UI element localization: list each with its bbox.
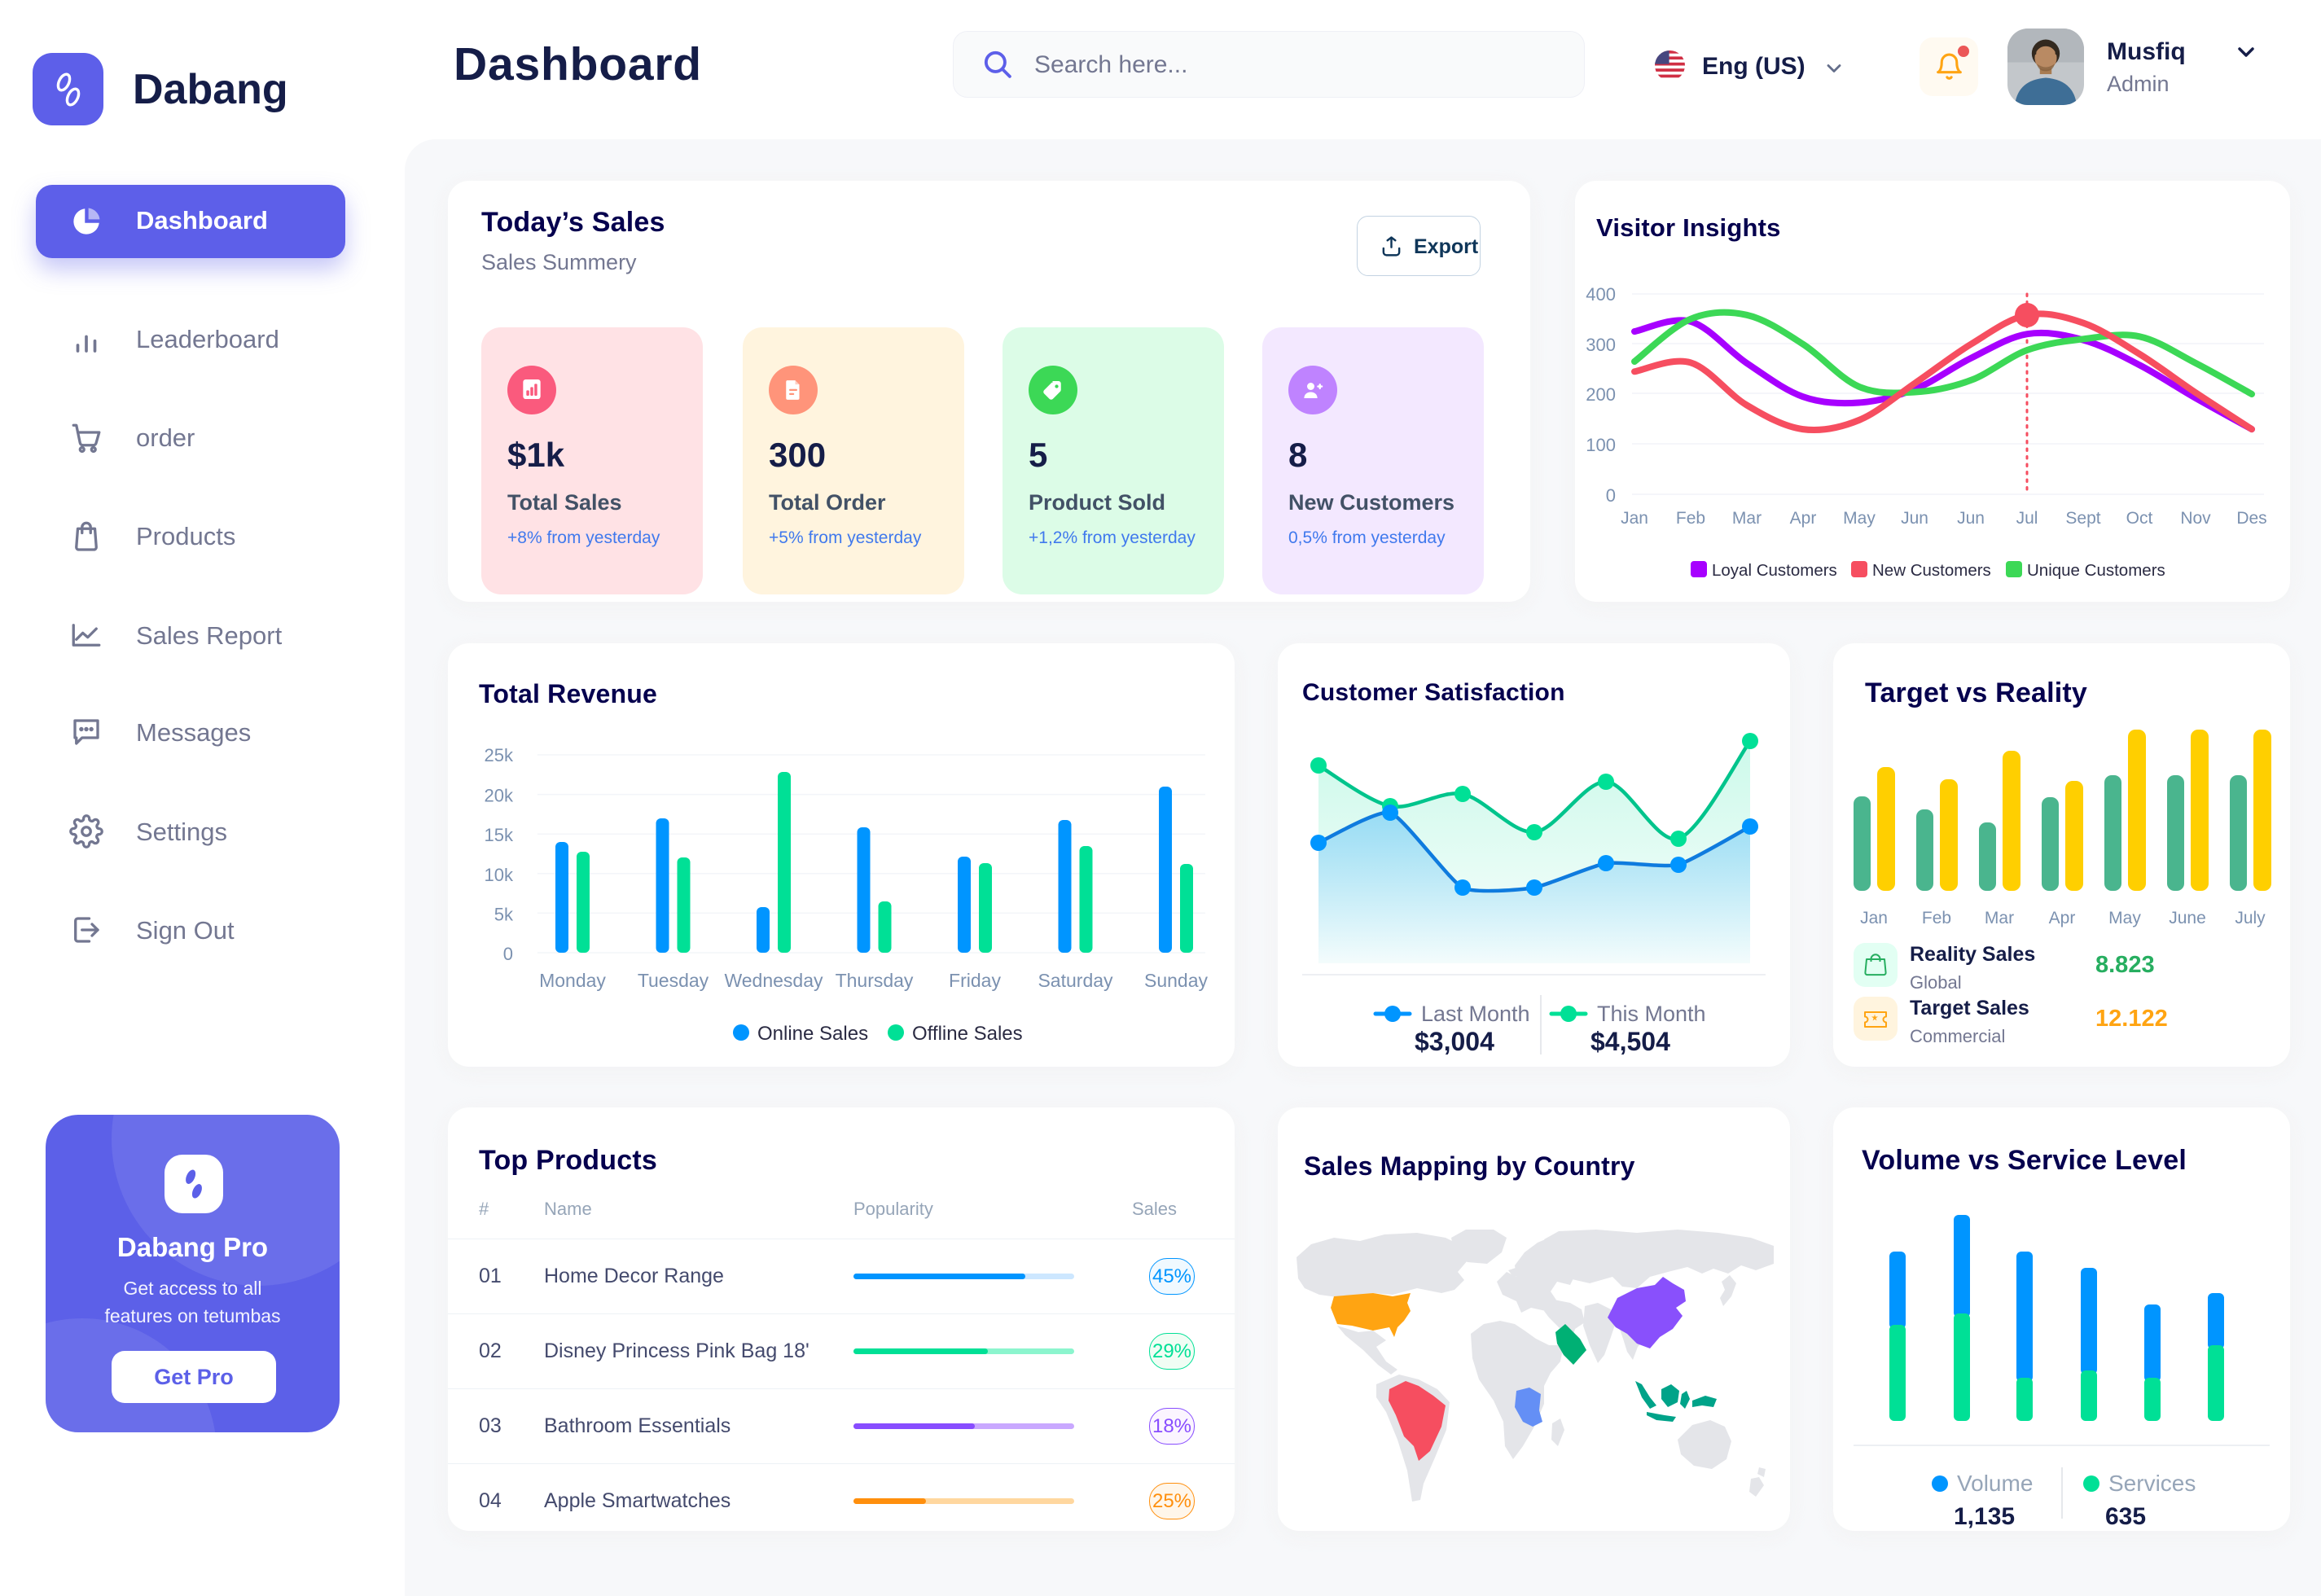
svg-text:Wednesday: Wednesday	[724, 970, 823, 991]
svg-text:100: 100	[1586, 435, 1616, 455]
svg-text:200: 200	[1586, 384, 1616, 405]
svg-text:635: 635	[2105, 1503, 2146, 1530]
svg-text:Monday: Monday	[539, 970, 606, 991]
svg-text:25k: 25k	[485, 745, 514, 765]
svg-text:20k: 20k	[485, 786, 514, 806]
svg-text:Commercial: Commercial	[1910, 1026, 2005, 1046]
svg-text:5k: 5k	[494, 904, 514, 924]
svg-text:Sept: Sept	[2065, 509, 2100, 528]
svg-text:May: May	[2108, 909, 2141, 927]
svg-text:8.823: 8.823	[2095, 952, 2155, 978]
svg-text:Mar: Mar	[1732, 509, 1762, 528]
svg-text:Unique Customers: Unique Customers	[2027, 561, 2165, 580]
svg-text:Services: Services	[2108, 1471, 2196, 1496]
svg-text:0: 0	[1606, 485, 1616, 506]
svg-text:Oct: Oct	[2126, 509, 2153, 528]
svg-text:0: 0	[503, 944, 513, 964]
svg-text:Loyal Customers: Loyal Customers	[1712, 561, 1837, 580]
svg-text:Apr: Apr	[2049, 909, 2076, 927]
svg-text:Des: Des	[2236, 509, 2266, 528]
svg-text:400: 400	[1586, 284, 1616, 305]
svg-text:300: 300	[1586, 335, 1616, 355]
svg-text:Friday: Friday	[949, 970, 1001, 991]
svg-text:New Customers: New Customers	[1872, 561, 1991, 580]
svg-text:Jan: Jan	[1621, 509, 1648, 528]
svg-text:Reality Sales: Reality Sales	[1910, 943, 2035, 966]
svg-text:$3,004: $3,004	[1415, 1027, 1494, 1056]
svg-text:Feb: Feb	[1922, 909, 1951, 927]
svg-text:Thursday: Thursday	[836, 970, 914, 991]
svg-text:Tuesday: Tuesday	[638, 970, 709, 991]
svg-text:Saturday: Saturday	[1038, 970, 1113, 991]
svg-text:Apr: Apr	[1790, 509, 1817, 528]
svg-text:This Month: This Month	[1597, 1002, 1706, 1026]
svg-text:12.122: 12.122	[2095, 1006, 2168, 1032]
svg-text:10k: 10k	[485, 865, 514, 885]
svg-text:Target Sales: Target Sales	[1910, 997, 2029, 1019]
svg-text:July: July	[2235, 909, 2266, 927]
svg-text:Mar: Mar	[1985, 909, 2014, 927]
svg-text:Last Month: Last Month	[1421, 1002, 1530, 1026]
svg-text:Volume: Volume	[1957, 1471, 2033, 1496]
svg-text:Jun: Jun	[1957, 509, 1985, 528]
svg-text:Sunday: Sunday	[1144, 970, 1209, 991]
svg-text:1,135: 1,135	[1954, 1503, 2015, 1530]
svg-text:Jun: Jun	[1901, 509, 1928, 528]
svg-text:Global: Global	[1910, 972, 1962, 993]
svg-text:Online Sales: Online Sales	[757, 1023, 868, 1045]
svg-text:June: June	[2169, 909, 2206, 927]
svg-text:May: May	[1843, 509, 1876, 528]
svg-text:Feb: Feb	[1676, 509, 1705, 528]
svg-text:Jan: Jan	[1860, 909, 1888, 927]
svg-text:Jul: Jul	[2016, 509, 2038, 528]
svg-text:Nov: Nov	[2180, 509, 2211, 528]
svg-text:15k: 15k	[485, 825, 514, 845]
svg-text:Offline Sales: Offline Sales	[912, 1023, 1023, 1045]
svg-text:$4,504: $4,504	[1590, 1027, 1670, 1056]
